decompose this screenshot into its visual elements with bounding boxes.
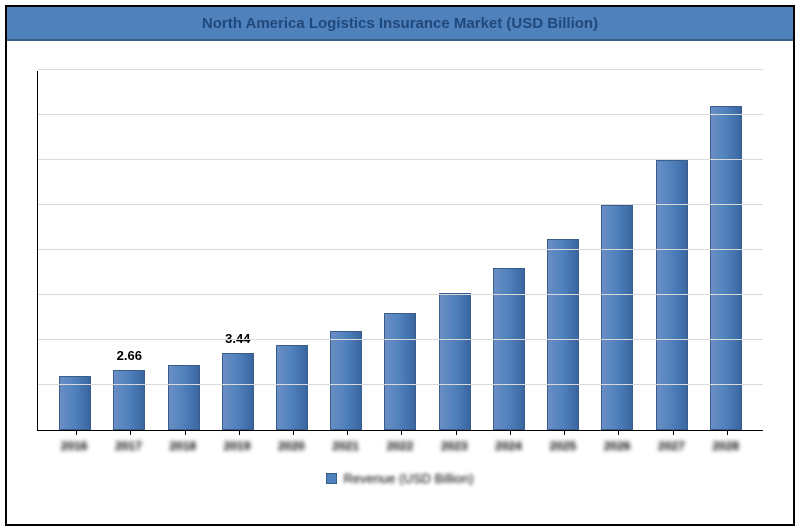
bar bbox=[547, 239, 579, 430]
title-band: North America Logistics Insurance Market… bbox=[7, 7, 793, 41]
bar bbox=[601, 205, 633, 430]
grid-line bbox=[38, 294, 763, 295]
x-axis-labels: 2016 2017 2018 2019 2020 2021 2022 2023 2024 2025… bbox=[37, 431, 763, 453]
x-label: 2027 bbox=[650, 439, 692, 453]
chart-title: North America Logistics Insurance Market… bbox=[202, 15, 598, 32]
bar bbox=[276, 345, 308, 431]
bar-wrap bbox=[271, 345, 313, 431]
x-tick bbox=[239, 430, 240, 435]
x-tick bbox=[401, 430, 402, 435]
bar-wrap: 2.66 bbox=[108, 370, 150, 430]
x-tick bbox=[130, 430, 131, 435]
grid-line bbox=[38, 204, 763, 205]
x-tick bbox=[185, 430, 186, 435]
bar-wrap bbox=[542, 239, 584, 430]
x-tick bbox=[564, 430, 565, 435]
x-label: 2023 bbox=[433, 439, 475, 453]
x-label: 2021 bbox=[325, 439, 367, 453]
grid-line bbox=[38, 339, 763, 340]
x-label: 2020 bbox=[270, 439, 312, 453]
legend: Revenue (USD Billion) bbox=[37, 471, 763, 486]
bars-group: 2.66 3.44 bbox=[38, 71, 763, 430]
bar bbox=[113, 370, 145, 430]
x-label: 2028 bbox=[705, 439, 747, 453]
x-tick bbox=[510, 430, 511, 435]
bar bbox=[168, 365, 200, 430]
bar-wrap bbox=[596, 205, 638, 430]
bar bbox=[493, 268, 525, 430]
legend-label: Revenue (USD Billion) bbox=[343, 471, 473, 486]
grid-line bbox=[38, 69, 763, 70]
x-tick bbox=[293, 430, 294, 435]
chart-area: 2.66 3.44 2016 2017 2018 2019 2020 2021 2022 202… bbox=[7, 41, 793, 526]
plot-region: 2.66 3.44 bbox=[37, 71, 763, 431]
x-tick bbox=[673, 430, 674, 435]
x-label: 2024 bbox=[488, 439, 530, 453]
x-label: 2022 bbox=[379, 439, 421, 453]
bar-wrap: 3.44 bbox=[217, 353, 259, 430]
x-label: 2019 bbox=[216, 439, 258, 453]
bar-wrap bbox=[163, 365, 205, 430]
x-tick bbox=[347, 430, 348, 435]
bar-data-label: 2.66 bbox=[117, 348, 142, 363]
grid-line bbox=[38, 159, 763, 160]
bar-wrap bbox=[705, 106, 747, 430]
x-tick bbox=[727, 430, 728, 435]
grid-line bbox=[38, 249, 763, 250]
legend-swatch bbox=[326, 473, 337, 484]
grid-line bbox=[38, 114, 763, 115]
bar-wrap bbox=[434, 293, 476, 430]
x-tick bbox=[76, 430, 77, 435]
bar-wrap bbox=[488, 268, 530, 430]
bar bbox=[330, 331, 362, 430]
x-tick bbox=[618, 430, 619, 435]
x-tick bbox=[456, 430, 457, 435]
chart-container: North America Logistics Insurance Market… bbox=[5, 5, 795, 526]
x-label: 2016 bbox=[53, 439, 95, 453]
bar bbox=[710, 106, 742, 430]
bar bbox=[384, 313, 416, 430]
grid-line bbox=[38, 384, 763, 385]
bar bbox=[222, 353, 254, 430]
bar-wrap bbox=[651, 160, 693, 430]
bar-wrap bbox=[325, 331, 367, 430]
bar bbox=[439, 293, 471, 430]
x-label: 2026 bbox=[596, 439, 638, 453]
bar bbox=[656, 160, 688, 430]
x-label: 2017 bbox=[107, 439, 149, 453]
x-label: 2018 bbox=[162, 439, 204, 453]
x-label: 2025 bbox=[542, 439, 584, 453]
bar-wrap bbox=[379, 313, 421, 430]
